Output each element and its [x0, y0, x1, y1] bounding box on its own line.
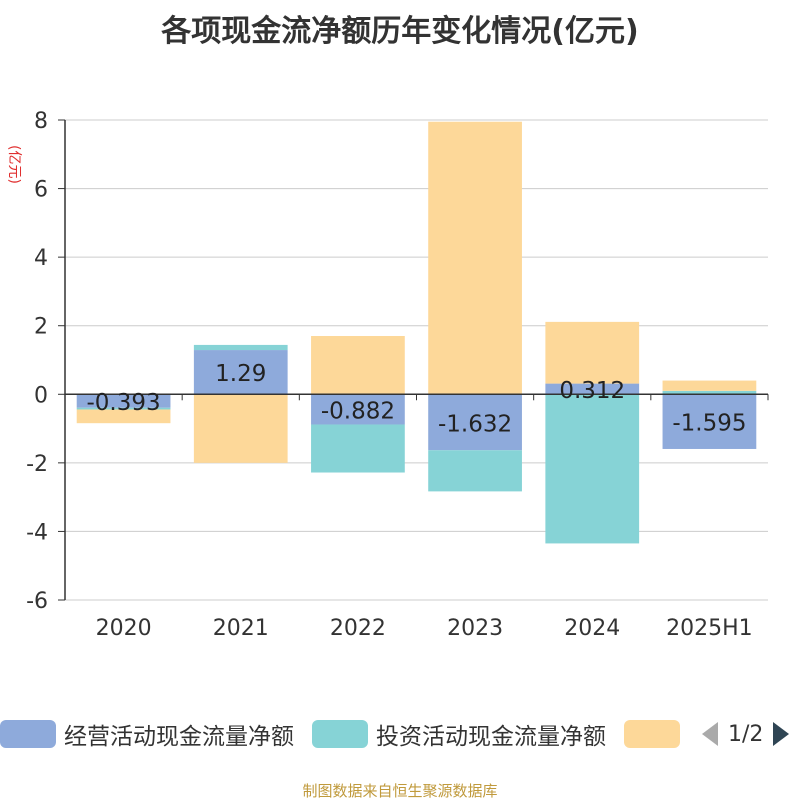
- x-tick-label: 2025H1: [666, 616, 753, 641]
- data-label: -0.882: [321, 398, 395, 424]
- legend-item-operating[interactable]: 经营活动现金流量净额: [0, 717, 294, 751]
- legend-item-third[interactable]: [624, 720, 688, 748]
- x-tick-label: 2023: [447, 616, 503, 641]
- bar-operating-2020: [76, 394, 171, 408]
- x-tick-label: 2021: [213, 616, 269, 641]
- bar-third-2021: [193, 394, 288, 463]
- footer-source: 制图数据来自恒生聚源数据库: [302, 782, 498, 800]
- data-label: -1.595: [672, 411, 746, 437]
- y-tick-label: 8: [34, 109, 48, 134]
- bar-operating-2025H1: [662, 394, 757, 449]
- data-label: 0.312: [559, 378, 625, 404]
- y-tick-label: -6: [26, 589, 48, 614]
- legend-page-indicator: 1/2: [728, 721, 764, 747]
- y-tick-label: -4: [26, 520, 48, 545]
- bar-operating-2022: [311, 394, 405, 425]
- y-tick-label: 6: [34, 178, 48, 203]
- y-tick-label: -2: [26, 452, 48, 477]
- bar-investing-2023: [428, 450, 522, 492]
- y-tick-label: 2: [34, 315, 48, 340]
- x-tick-label: 2022: [330, 616, 386, 641]
- bar-investing-2021: [193, 344, 288, 351]
- bar-third-2025H1: [662, 380, 757, 391]
- y-tick-label: 0: [34, 383, 48, 408]
- bar-operating-2021: [193, 350, 288, 395]
- legend-pager: 1/2: [700, 716, 791, 752]
- bar-third-2024: [545, 321, 640, 384]
- bar-third-2020: [76, 409, 171, 424]
- y-axis-label: (亿元): [6, 145, 22, 184]
- bar-operating-2023: [428, 394, 522, 451]
- bar-investing-2022: [311, 424, 405, 473]
- legend-label-operating: 经营活动现金流量净额: [64, 724, 294, 750]
- next-page-icon[interactable]: [771, 720, 791, 748]
- data-label: -1.632: [438, 411, 512, 437]
- bar-operating-2024: [545, 383, 640, 395]
- bar-investing-2024: [545, 394, 640, 544]
- bar-third-2023: [428, 121, 522, 395]
- y-tick-label: 4: [34, 246, 48, 271]
- data-label: 1.29: [215, 361, 266, 387]
- x-tick-label: 2024: [564, 616, 620, 641]
- bar-investing-2025H1: [662, 390, 757, 395]
- chart-title: 各项现金流净额历年变化情况(亿元): [161, 14, 639, 49]
- legend-swatch-operating: [0, 720, 56, 748]
- bar-third-2022: [311, 336, 405, 395]
- legend-swatch-third: [624, 720, 680, 748]
- legend-label-investing: 投资活动现金流量净额: [376, 724, 606, 750]
- prev-page-icon[interactable]: [700, 720, 720, 748]
- bar-investing-2020: [76, 407, 171, 410]
- legend: 经营活动现金流量净额 投资活动现金流量净额: [0, 716, 706, 752]
- x-tick-label: 2020: [96, 616, 152, 641]
- legend-item-investing[interactable]: 投资活动现金流量净额: [312, 717, 606, 751]
- data-label: -0.393: [87, 390, 161, 416]
- legend-swatch-investing: [312, 720, 368, 748]
